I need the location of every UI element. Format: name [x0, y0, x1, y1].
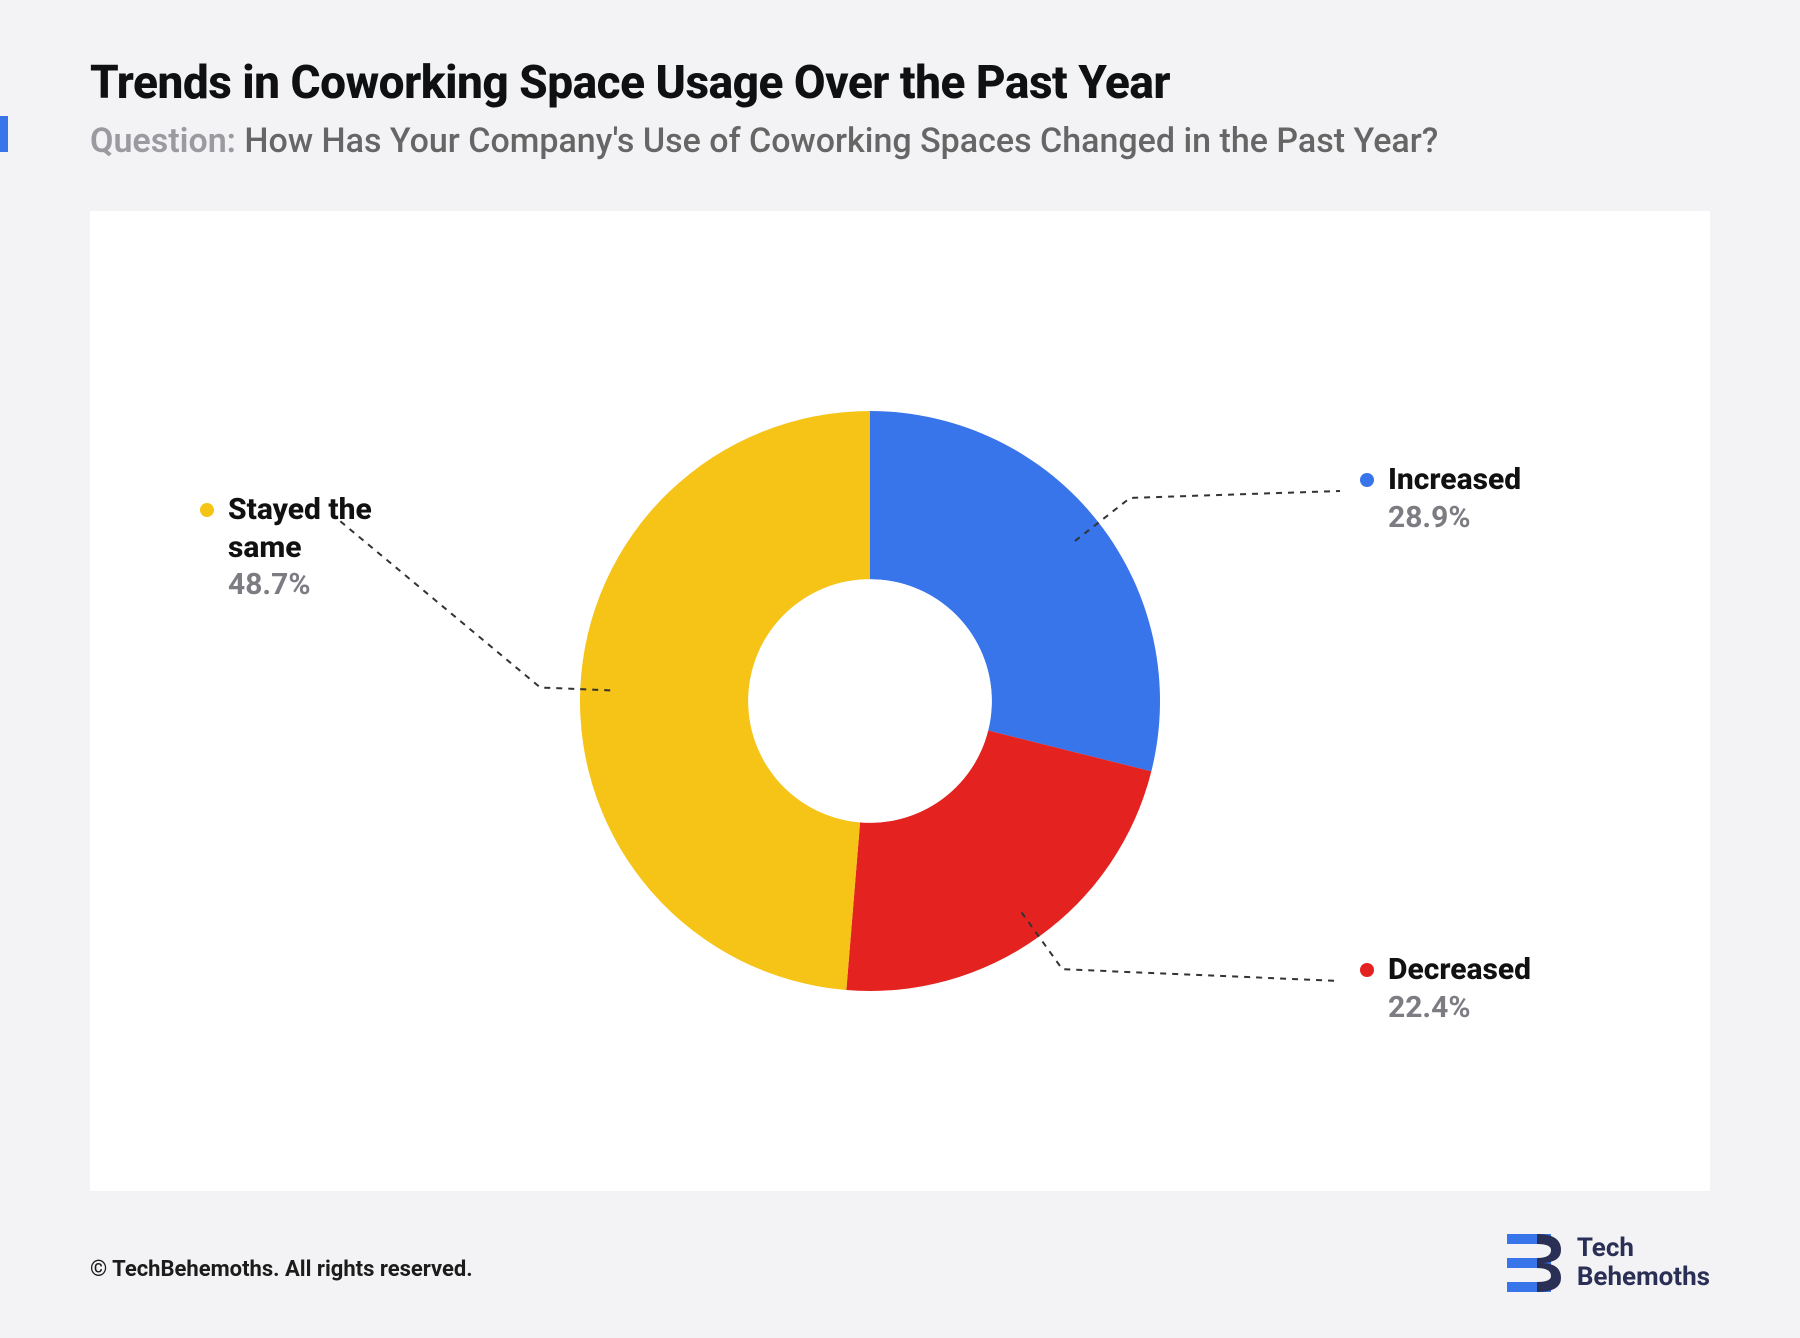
dot-icon: [200, 503, 214, 517]
label-text: Stayed the same: [228, 491, 448, 566]
donut-svg: [90, 211, 1710, 1191]
header: Trends in Coworking Space Usage Over the…: [0, 0, 1800, 191]
label-value: 28.9%: [1388, 499, 1521, 537]
slice-label-decreased: Decreased 22.4%: [1360, 951, 1531, 1026]
brand-logo: Tech Behemoths: [1503, 1228, 1710, 1298]
brand-line-1: Tech: [1577, 1234, 1710, 1263]
brand-text: Tech Behemoths: [1577, 1234, 1710, 1291]
dot-icon: [1360, 473, 1374, 487]
copyright-text: © TechBehemoths. All rights reserved.: [90, 1257, 473, 1282]
question-label: Question:: [90, 121, 236, 161]
page-subtitle: Question: How Has Your Company's Use of …: [90, 121, 1710, 161]
donut-chart: Increased 28.9% Decreased 22.4% Stayed t…: [90, 211, 1710, 1191]
label-value: 22.4%: [1388, 989, 1531, 1027]
brand-line-2: Behemoths: [1577, 1263, 1710, 1292]
slice-label-stayed-same: Stayed the same 48.7%: [200, 491, 448, 604]
page-title: Trends in Coworking Space Usage Over the…: [90, 56, 1710, 111]
label-text: Decreased: [1388, 951, 1531, 989]
question-text: How Has Your Company's Use of Coworking …: [244, 121, 1438, 161]
label-value: 48.7%: [228, 566, 448, 604]
slice-label-increased: Increased 28.9%: [1360, 461, 1521, 536]
accent-bar: [0, 116, 8, 152]
logo-icon: [1503, 1228, 1563, 1298]
dot-icon: [1360, 963, 1374, 977]
label-text: Increased: [1388, 461, 1521, 499]
chart-card: Increased 28.9% Decreased 22.4% Stayed t…: [90, 211, 1710, 1191]
